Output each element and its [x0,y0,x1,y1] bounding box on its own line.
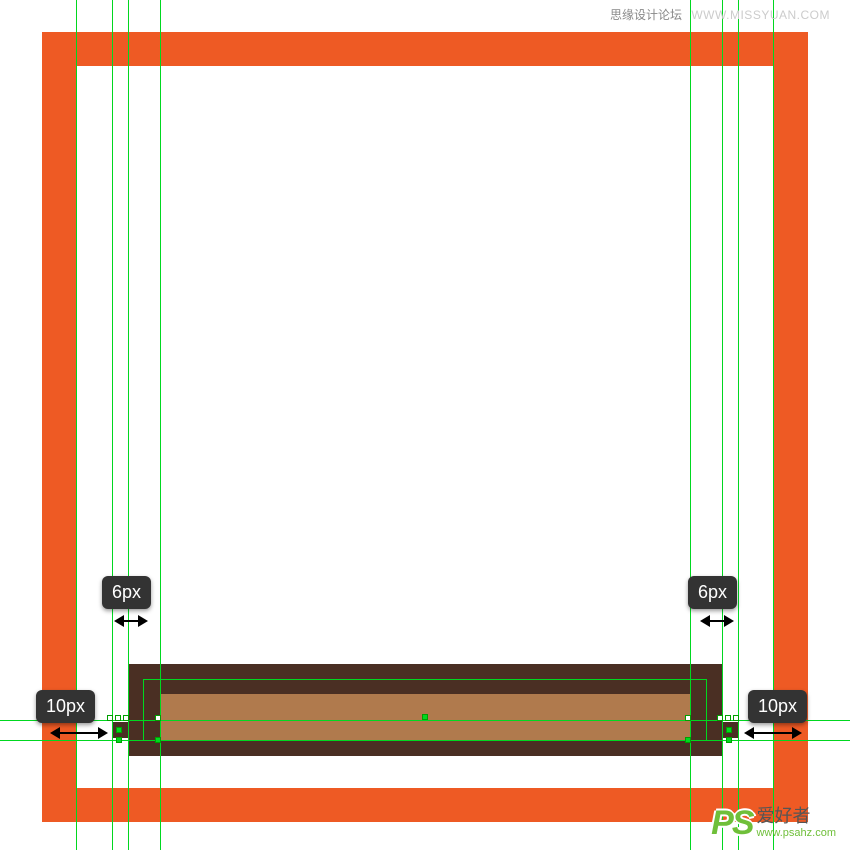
selection-center-marker [422,714,428,720]
selection-anchor[interactable] [726,737,732,743]
frame-top [42,32,808,66]
watermark-bottom: PS 爱好者 www.psahz.com [711,806,836,840]
frame-bottom [42,788,808,822]
vertical-guide[interactable] [738,0,739,850]
ps-logo-icon: PS [711,806,752,840]
measure-badge-10px-right: 10px [748,690,807,723]
selection-anchor[interactable] [155,737,161,743]
watermark-top-url: WWW.MISSYUAN.COM [691,8,830,22]
selection-anchor[interactable] [155,715,161,721]
vertical-guide[interactable] [690,0,691,850]
measure-badge-6px-right: 6px [688,576,737,609]
selection-anchor[interactable] [107,715,113,721]
vertical-guide[interactable] [128,0,129,850]
ps-logo-url: www.psahz.com [757,827,836,839]
vertical-guide[interactable] [722,0,723,850]
selection-anchor[interactable] [115,715,121,721]
vertical-guide[interactable] [160,0,161,850]
ps-logo-cn: 爱好者 [757,807,836,827]
selection-anchor[interactable] [685,715,691,721]
measure-arrow-6px-left [116,620,146,622]
horizontal-guide[interactable] [0,740,850,741]
watermark-top: 思缘设计论坛 WWW.MISSYUAN.COM [610,6,830,23]
measure-arrow-6px-right [702,620,732,622]
selection-anchor[interactable] [717,715,723,721]
selection-anchor[interactable] [123,715,129,721]
measure-arrow-10px-right [746,732,800,734]
measure-badge-6px-left: 6px [102,576,151,609]
selection-anchor[interactable] [116,737,122,743]
selection-anchor[interactable] [733,715,739,721]
selection-anchor[interactable] [116,727,122,733]
design-canvas[interactable]: 6px 6px 10px 10px 思缘设计论坛 WWW.MISSYUAN.CO… [0,0,850,850]
measure-badge-10px-left: 10px [36,690,95,723]
watermark-top-cn: 思缘设计论坛 [610,8,682,22]
selection-anchor[interactable] [726,727,732,733]
selection-anchor[interactable] [685,737,691,743]
vertical-guide[interactable] [112,0,113,850]
measure-arrow-10px-left [52,732,106,734]
selection-anchor[interactable] [725,715,731,721]
